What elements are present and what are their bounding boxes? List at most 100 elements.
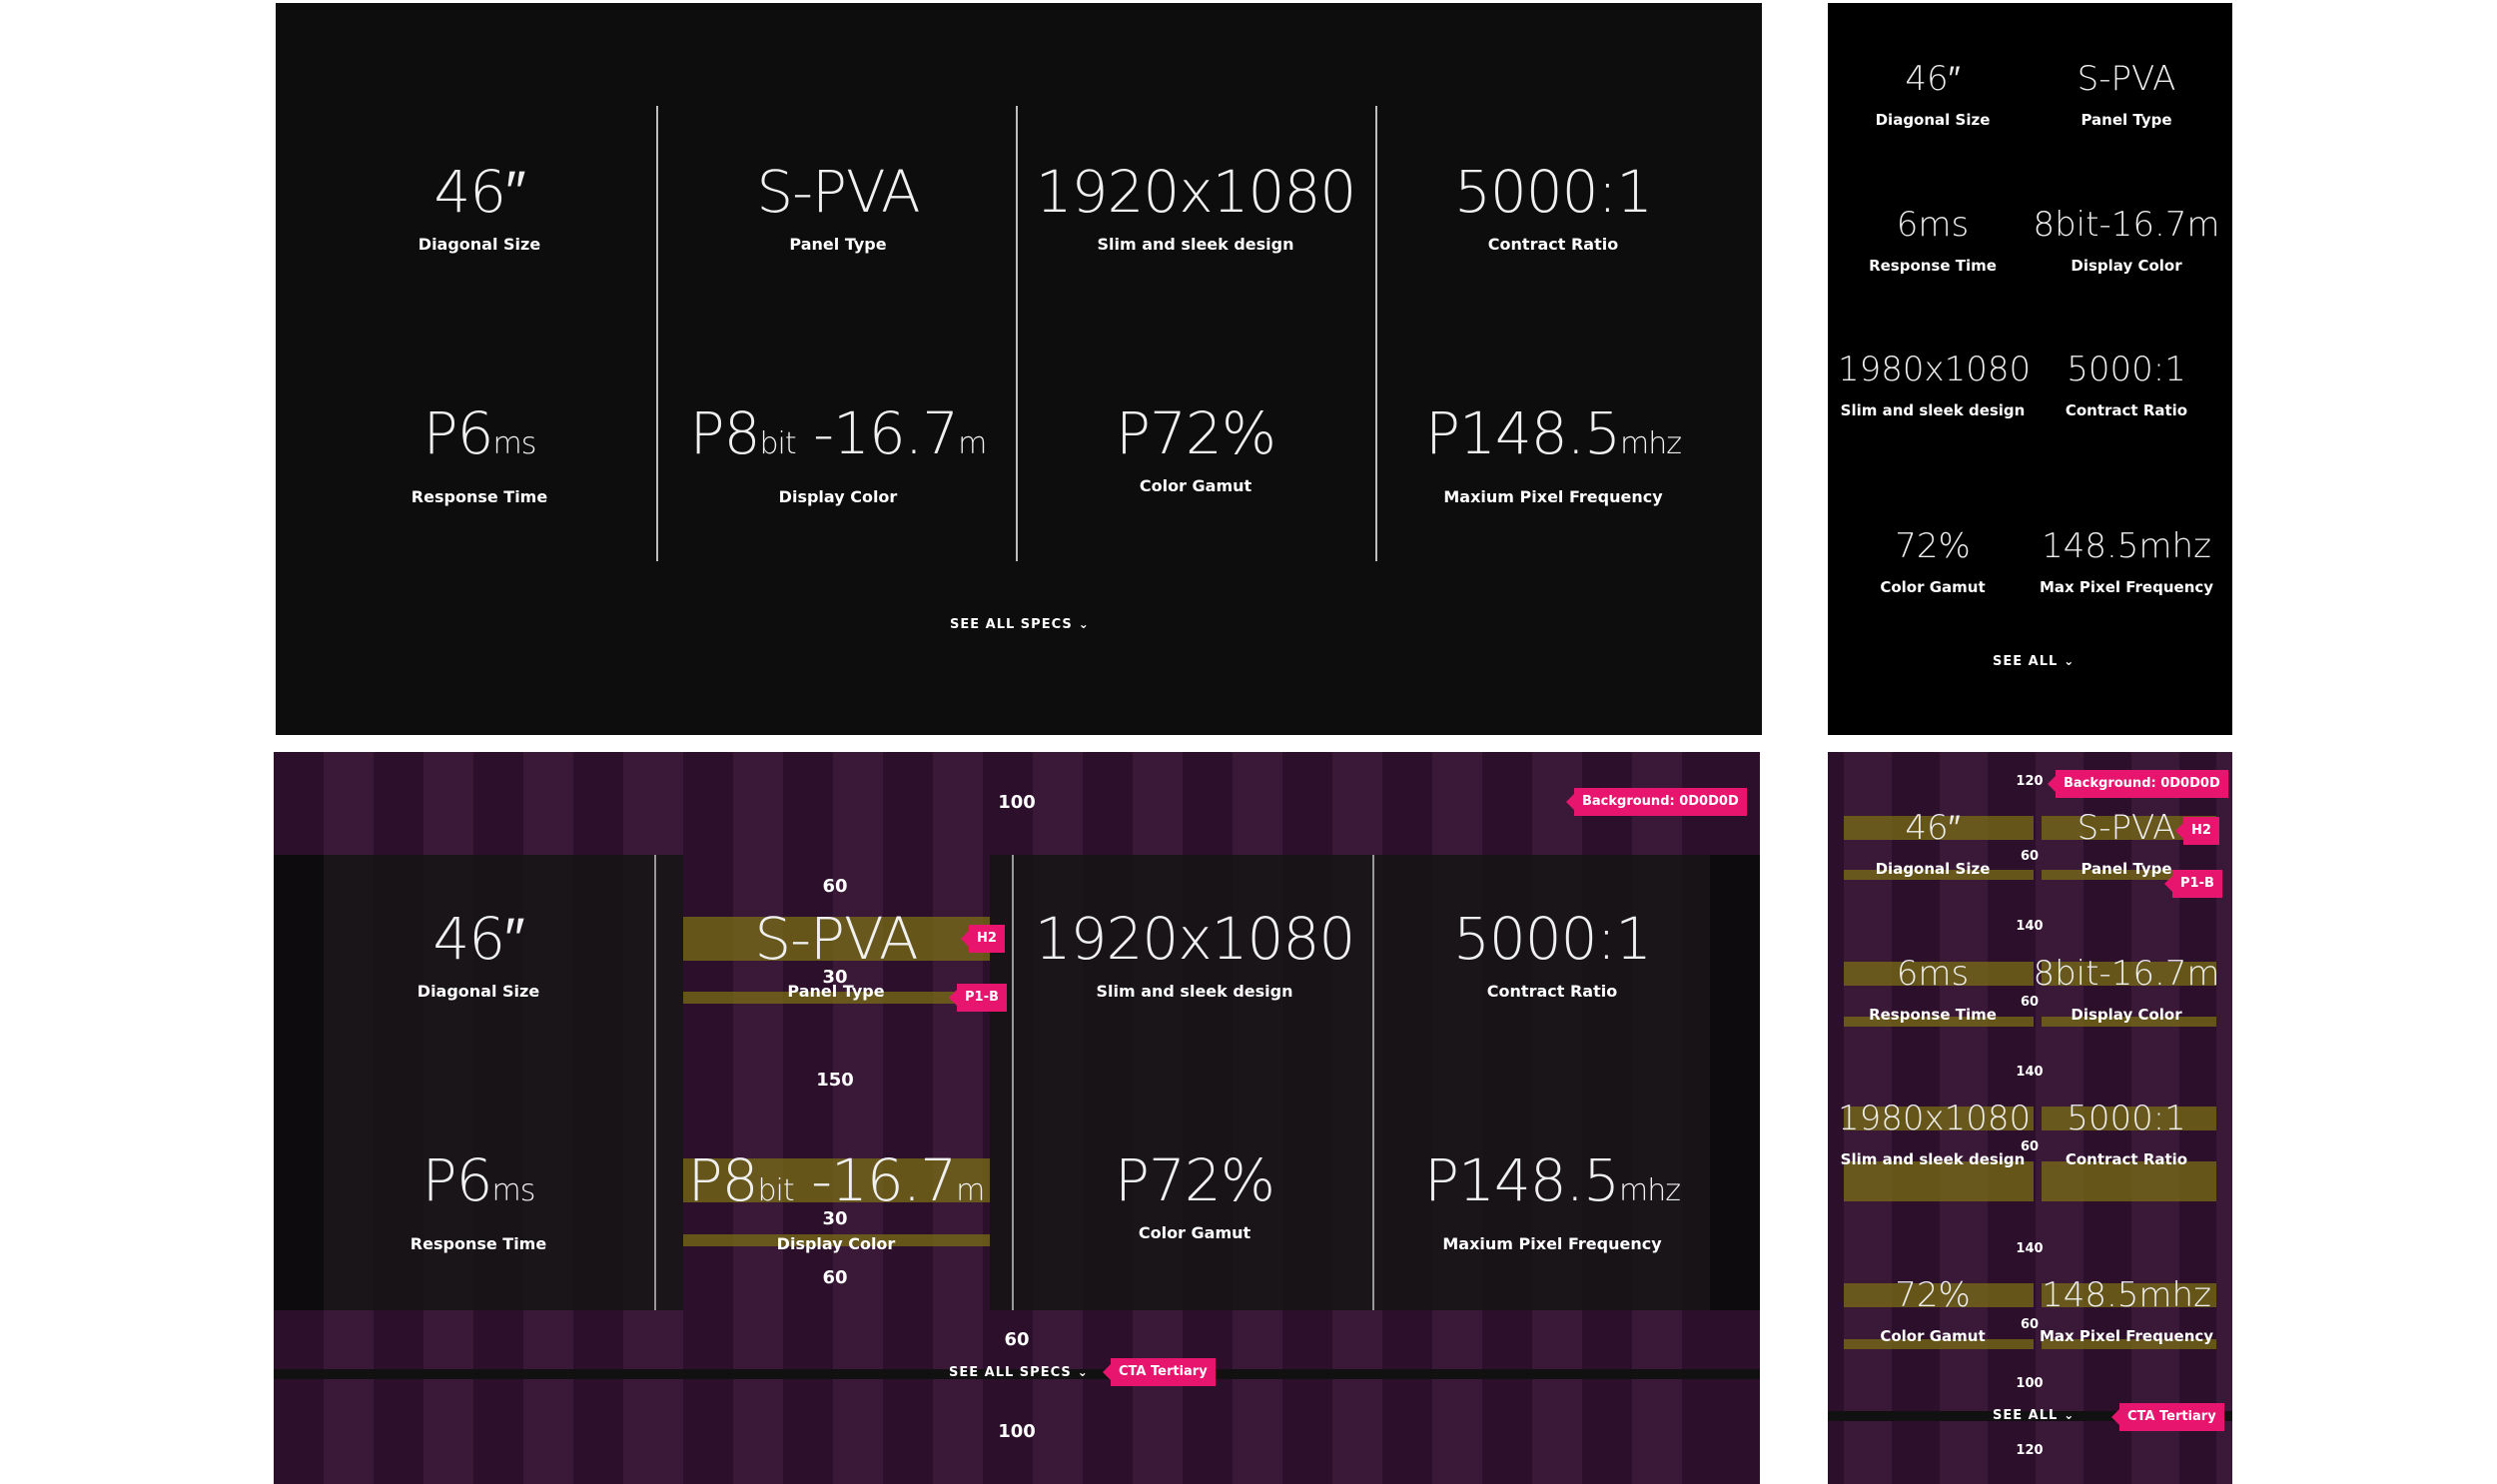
spec-value: 1920x1080 [1035, 158, 1357, 226]
spec-label: Display Color [776, 1234, 896, 1253]
spec-label: Diagonal Size [417, 235, 541, 254]
spec-label: Slim and sleek design [1096, 982, 1293, 1001]
spec-label: Slim and sleek design [1097, 235, 1294, 254]
spec-label: Diagonal Size [1875, 860, 1991, 878]
chevron-down-icon: ⌄ [2064, 654, 2076, 668]
spec-label: Slim and sleek design [1840, 401, 2026, 419]
spec-label: Response Time [410, 1234, 547, 1253]
cta-label: SEE ALL [1993, 654, 2059, 669]
spec-contrast-ratio: 5000:1 Contract Ratio [1373, 163, 1733, 254]
spec-label: Diagonal Size [1875, 111, 1991, 129]
spacing-gap3: 140 [2016, 1241, 2044, 1256]
spec-color-gamut: 72% Color Gamut [1838, 1277, 2028, 1351]
h2-tag: H2 [2175, 817, 2219, 845]
spec-display-color: 8bit-16.7m Display Color [2032, 956, 2221, 1030]
spacing-h2-label: 30 [822, 967, 848, 988]
spec-label: Display Color [2071, 1006, 2182, 1024]
see-all-link[interactable]: SEE ALL ⌄ [1993, 654, 2075, 669]
spec-response-time: P6ms Response Time [300, 404, 659, 506]
see-all-specs-link[interactable]: SEE ALL SPECS ⌄ [949, 1365, 1089, 1380]
spec-label: Display Color [778, 487, 898, 506]
spec-value: 46″ [433, 158, 525, 226]
desktop-spec-panel: 46″ Diagonal Size S-PVA Panel Type 1920x… [276, 3, 1762, 735]
spec-value: S-PVA [754, 905, 918, 973]
spec-value: 1920x1080 [1034, 905, 1356, 973]
spacing-row4: 60 [2020, 1317, 2040, 1332]
spec-label: Contract Ratio [2065, 401, 2188, 419]
spec-display-color: P8bit -16.7m Display Color [656, 1151, 1016, 1253]
spec-value: P72% [1115, 1146, 1275, 1214]
spec-resolution: 1980x1080 Slim and sleek design [1838, 1101, 2031, 1174]
spec-panel-type: S-PVA Panel Type [656, 910, 1016, 1001]
h2-tag: H2 [961, 925, 1005, 953]
spec-value: 46″ [432, 905, 524, 973]
spec-label: Diagonal Size [416, 982, 540, 1001]
spec-label: Max Pixel Frequency [2039, 578, 2214, 596]
spec-pixel-frequency: P148.5mhz Maxium Pixel Frequency [1373, 404, 1733, 506]
spec-label: Maxium Pixel Frequency [1443, 487, 1663, 506]
spec-diagonal-size: 46″ Diagonal Size [299, 910, 658, 1001]
spacing-row-gap: 150 [816, 1070, 854, 1091]
spacing-bottom: 120 [2016, 1443, 2044, 1458]
spacing-top: 100 [998, 792, 1036, 813]
spacing-below-label: 60 [822, 1267, 848, 1288]
spec-label: Color Gamut [1139, 476, 1252, 495]
spec-value: 1980x1080 [1838, 350, 2032, 389]
spec-label: Color Gamut [1880, 578, 1986, 596]
spacing-above-h2: 60 [822, 876, 848, 897]
p1b-tag: P1-B [949, 984, 1007, 1012]
divider [1016, 106, 1018, 561]
spec-value: 148.5mhz [2042, 526, 2211, 566]
spec-contrast-ratio: 5000:1 Contract Ratio [2032, 352, 2221, 425]
spec-value: S-PVA [2077, 808, 2176, 848]
spec-value: P6ms [421, 1146, 536, 1214]
spec-resolution: 1980x1080 Slim and sleek design [1838, 350, 2032, 425]
spec-diagonal-size: 46″ Diagonal Size [300, 163, 659, 254]
cta-tertiary-tag: CTA Tertiary [2111, 1403, 2224, 1431]
spec-label: Panel Type [2081, 111, 2172, 129]
cta-label: SEE ALL SPECS [950, 617, 1073, 632]
spec-label: Max Pixel Frequency [2039, 1327, 2214, 1345]
chevron-down-icon: ⌄ [2064, 1408, 2076, 1422]
spec-label: Response Time [1869, 257, 1997, 275]
mobile-annotated-panel: 46″ Diagonal Size S-PVA Panel Type 6ms Resp… [1828, 752, 2232, 1484]
spec-value: 8bit-16.7m [2033, 205, 2220, 245]
spec-value: P8bit -16.7m [687, 1146, 986, 1214]
spec-color-gamut: P72% Color Gamut [1016, 404, 1375, 495]
spec-value: 46″ [1905, 808, 1961, 848]
chevron-down-icon: ⌄ [1078, 617, 1090, 631]
spec-color-gamut: 72% Color Gamut [1838, 528, 2028, 602]
spec-value: P72% [1116, 399, 1276, 467]
mobile-spec-panel: 46″ Diagonal Size S-PVA Panel Type 6ms Resp… [1828, 3, 2232, 735]
spec-label: Contract Ratio [1486, 982, 1618, 1001]
spec-pixel-frequency: 148.5mhz Max Pixel Frequency [2032, 528, 2221, 602]
spec-label: Maxium Pixel Frequency [1442, 1234, 1662, 1253]
spec-contrast-ratio: 5000:1 Contract Ratio [1372, 910, 1732, 1001]
spec-value: 5000:1 [2067, 1099, 2186, 1138]
spec-value: P8bit -16.7m [689, 399, 988, 467]
spec-response-time: P6ms Response Time [299, 1151, 658, 1253]
spacing-gap2: 140 [2016, 1065, 2044, 1080]
spacing-bottom: 100 [998, 1421, 1036, 1442]
p1b-tag: P1-B [2164, 870, 2222, 898]
cta-label: SEE ALL SPECS [949, 1365, 1072, 1380]
spacing-top: 120 [2016, 774, 2044, 789]
spec-label: Contract Ratio [2065, 1150, 2188, 1168]
spec-value: 6ms [1896, 205, 1970, 245]
spec-value: S-PVA [2077, 59, 2176, 99]
spec-pixel-frequency: 148.5mhz Max Pixel Frequency [2032, 1277, 2221, 1351]
spec-value: 5000:1 [1452, 905, 1652, 973]
see-all-specs-link[interactable]: SEE ALL SPECS ⌄ [950, 617, 1090, 632]
spec-value: 5000:1 [2067, 350, 2186, 389]
spec-contrast-ratio: 5000:1 Contract Ratio [2032, 1101, 2221, 1174]
spec-label: Color Gamut [1880, 1327, 1986, 1345]
see-all-link[interactable]: SEE ALL ⌄ [1993, 1408, 2075, 1423]
background-tag: Background: 0D0D0D [1566, 788, 1747, 816]
spec-label: Response Time [1869, 1006, 1997, 1024]
spec-value: 5000:1 [1453, 158, 1653, 226]
spec-value: 72% [1895, 526, 1971, 566]
spacing-gap1: 140 [2016, 919, 2044, 934]
spacing-h2-label-2: 30 [822, 1208, 848, 1229]
spacing-row2: 60 [2020, 995, 2040, 1010]
spec-resolution: 1920x1080 Slim and sleek design [1016, 163, 1375, 254]
